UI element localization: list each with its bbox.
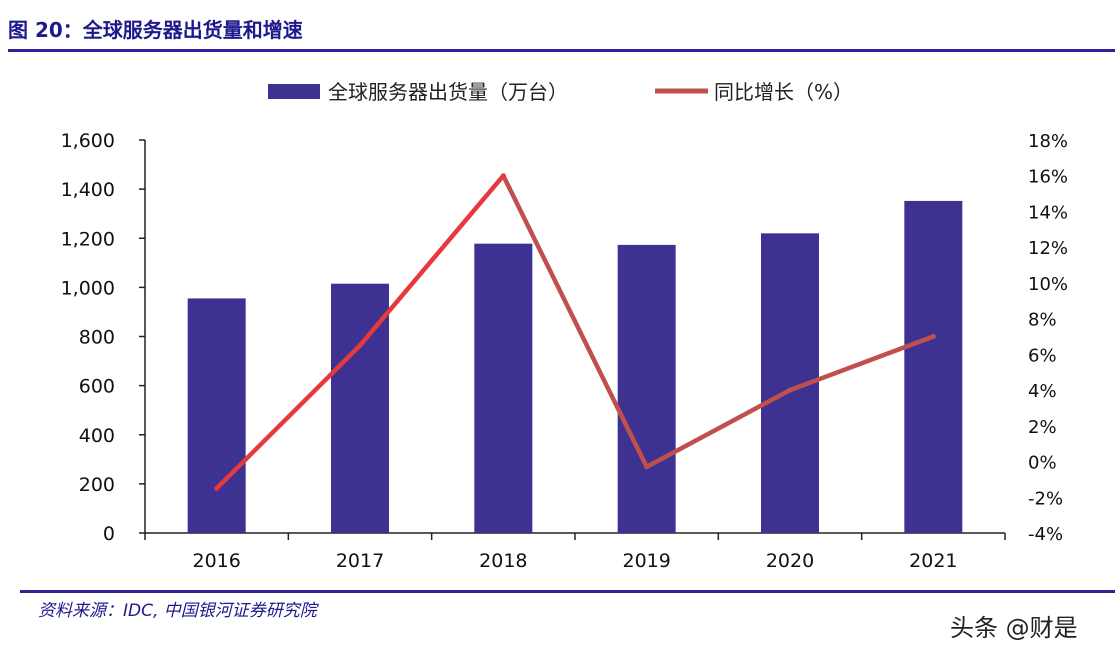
x-tick-label: 2021 (909, 550, 957, 572)
watermark: 头条 @财是 (950, 614, 1078, 642)
y-right-tick-label: 16% (1028, 167, 1068, 188)
y-right-tick-label: -2% (1028, 488, 1063, 509)
y-left-tick-label: 200 (79, 474, 115, 496)
source-note: 资料来源：IDC, 中国银河证券研究院 (38, 601, 317, 621)
y-right-tick-label: 4% (1028, 381, 1057, 402)
x-tick-label: 2016 (192, 550, 240, 572)
y-right-tick-label: 0% (1028, 453, 1057, 474)
bar-2021 (904, 200, 963, 534)
y-left-tick-label: 800 (79, 327, 115, 349)
y-right-tick-label: 8% (1028, 310, 1057, 331)
y-right-tick-label: 2% (1028, 417, 1057, 438)
y-right-tick-label: 12% (1028, 238, 1068, 259)
x-tick-label: 2019 (622, 550, 670, 572)
y-left-tick-label: 600 (79, 376, 115, 398)
legend: 全球服务器出货量（万台） 同比增长（%） (268, 80, 853, 104)
x-tick-label: 2020 (766, 550, 814, 572)
bar-2018 (474, 243, 533, 533)
line-point-2021 (930, 334, 936, 339)
line-segment (644, 387, 793, 470)
y-right-tick-label: -4% (1028, 524, 1063, 545)
y-right-tick-label: 10% (1028, 274, 1068, 295)
y-right-tick-label: 18% (1028, 131, 1068, 152)
figure-title: 图 20：全球服务器出货量和增速 (8, 18, 303, 42)
line-segment (501, 173, 649, 470)
chart: 全球服务器出货量（万台） 同比增长（%） 0 200 400 600 800 1,000 1… (61, 80, 1068, 572)
growth-line (214, 173, 936, 491)
legend-bar-label: 全球服务器出货量（万台） (328, 80, 568, 104)
axes: 0 200 400 600 800 1,000 1,200 1,400 1,600 -4% -2% 0… (61, 130, 1068, 572)
y-right-tick-label: 14% (1028, 202, 1068, 223)
y-left-tick-label: 400 (79, 425, 115, 447)
source-rule (20, 590, 1115, 593)
bar-2016 (187, 298, 246, 533)
line-point-2020 (787, 387, 793, 393)
line-point-2017 (357, 342, 363, 348)
legend-bar-swatch (268, 84, 320, 99)
y-left-tick-label: 1,200 (61, 228, 115, 250)
title-rule (8, 49, 1115, 52)
bar-2019 (617, 244, 676, 533)
line-segment (214, 343, 363, 491)
x-tick-label: 2018 (479, 550, 527, 572)
line-point-2016 (214, 485, 220, 491)
y-left-tick-label: 1,000 (61, 277, 115, 299)
y-left-tick-label: 1,600 (61, 130, 115, 152)
y-left-tick-label: 0 (103, 523, 115, 545)
x-tick-label: 2017 (336, 550, 384, 572)
line-segment (357, 173, 506, 348)
y-right-tick-label: 6% (1028, 345, 1057, 366)
line-segment (787, 334, 936, 393)
line-point-2019 (644, 464, 650, 470)
line-point-2018 (500, 173, 506, 179)
y-left-tick-label: 1,400 (61, 179, 115, 201)
legend-line-label: 同比增长（%） (714, 80, 853, 104)
